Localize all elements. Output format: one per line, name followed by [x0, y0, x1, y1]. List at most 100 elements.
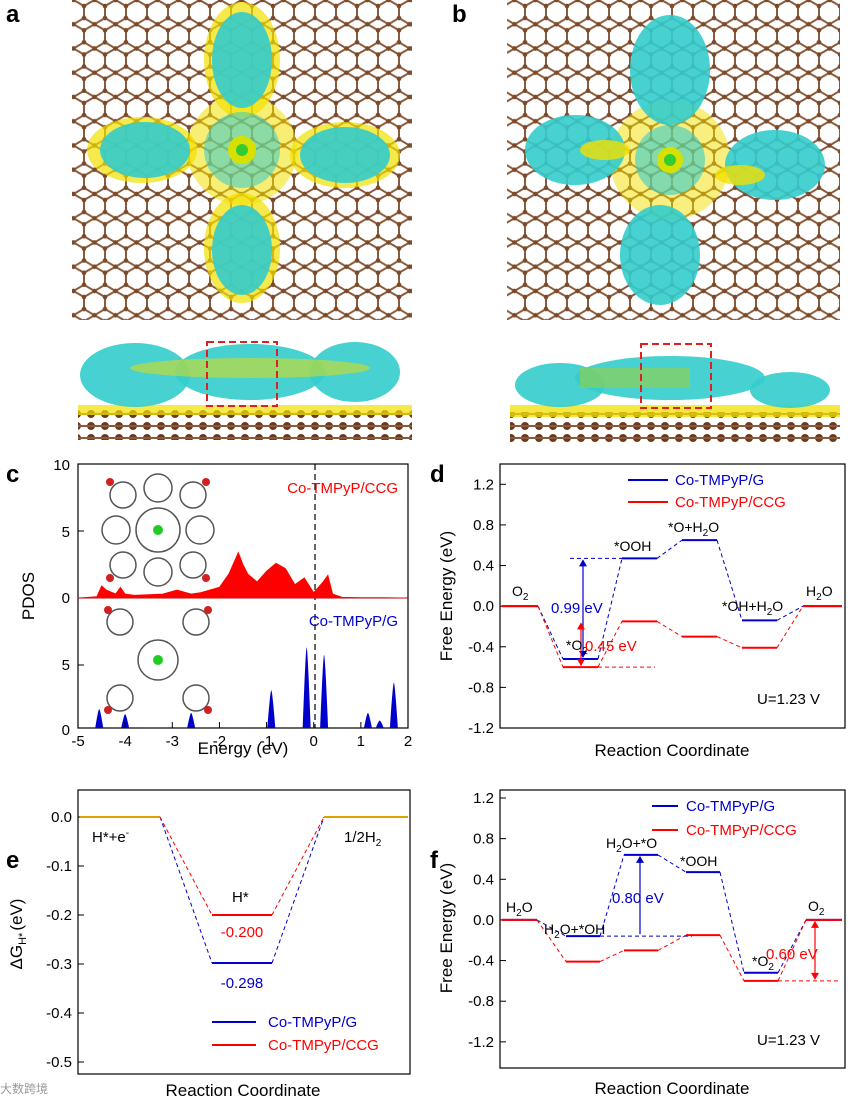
legend-g-d: Co-TMPyP/G	[675, 472, 764, 489]
annotation-099: 0.99 eV	[551, 600, 603, 617]
pdos-g-peak-2	[187, 712, 196, 728]
legend-g-e: Co-TMPyP/G	[268, 1014, 357, 1031]
panel-a: a	[6, 0, 412, 440]
pdos-g-peak-7	[375, 720, 384, 728]
e-ytick-label-5: -0.5	[46, 1054, 72, 1071]
panel-label-b: b	[452, 1, 467, 28]
panel-c: c -5 -4 -3 -2 -1 0 1 2 10 5 0 5 0 PDOS Energy (…	[6, 457, 412, 758]
xtick-label-c-2: -3	[166, 733, 179, 750]
d-ytick-label-1: 0.8	[473, 517, 494, 534]
pdos-ccg-path	[77, 551, 409, 599]
panel-e: e 0.0 -0.1 -0.2 -0.3 -0.4 -0.5 ΔGH*(eV) React…	[6, 789, 411, 1100]
molecule-inset-top	[101, 473, 215, 587]
e-connector-0-1	[271, 816, 325, 964]
xlabel-e: Reaction Coordinate	[166, 1081, 321, 1100]
series-label-g: Co-TMPyP/G	[309, 613, 398, 630]
e-ytick-label-4: -0.4	[46, 1005, 72, 1022]
step-label-h2o-f: H2O	[506, 899, 533, 919]
f-ytick-label-6: -1.2	[468, 1034, 494, 1051]
molecule-side-b	[515, 356, 830, 408]
f-ytick-label-0: 1.2	[473, 790, 494, 807]
pdos-g-peak-8	[389, 682, 398, 728]
value-label-ccg-e: -0.200	[221, 924, 264, 941]
f-ytick-label-1: 0.8	[473, 831, 494, 848]
ytick-c-b5: 5	[62, 657, 70, 674]
f-connector-0-3	[719, 872, 745, 973]
ylabel-d: Free Energy (eV)	[437, 531, 456, 661]
e-ytick-label-3: -0.3	[46, 956, 72, 973]
ytick-c-b0: 0	[62, 722, 70, 739]
f-ytick-label-3: 0.0	[473, 912, 494, 929]
panel-d: d 1.2 0.8 0.4 0.0 -0.4 -0.8 -1.2 Free Energy (…	[430, 461, 846, 760]
step-label-h2oo-f: H2O+*O	[606, 835, 657, 855]
step-label-ooh-d: *OOH	[614, 538, 651, 554]
panel-label-c: c	[6, 461, 19, 488]
d-connector-0-3	[716, 540, 743, 621]
ytick-c-0: 0	[62, 590, 70, 607]
d-ytick-label-0: 1.2	[473, 476, 494, 493]
d-connector-0-1	[597, 558, 623, 660]
step-label-oh2o-d: *O+H2O	[668, 519, 719, 539]
f-connector-1-0	[536, 919, 567, 962]
d-connector-1-2	[656, 620, 683, 638]
molecule-inset-bottom	[104, 606, 212, 714]
pdos-g-peak-4	[302, 647, 311, 728]
f-ytick-label-5: -0.8	[468, 993, 494, 1010]
value-label-g-e: -0.298	[221, 975, 264, 992]
legend-ccg-e: Co-TMPyP/CCG	[268, 1037, 379, 1054]
condition-f: U=1.23 V	[757, 1032, 820, 1049]
f-connector-0-4	[777, 919, 807, 973]
pdos-g-peak-0	[95, 709, 104, 728]
f-connector-0-1	[599, 854, 625, 937]
step-label-ooh-f: *OOH	[680, 853, 717, 869]
d-connector-1-4	[776, 605, 804, 649]
xlabel-d: Reaction Coordinate	[595, 741, 750, 760]
annotation-060: 0.60 eV	[766, 946, 818, 963]
step-label-o2ads-d: *O2	[566, 637, 588, 657]
f-connector-1-1	[599, 949, 625, 963]
d-ytick-label-6: -1.2	[468, 720, 494, 737]
ylabel-c: PDOS	[19, 572, 38, 620]
d-ytick-label-5: -0.8	[468, 679, 494, 696]
d-connector-1-0	[537, 605, 564, 668]
ytick-c-5: 5	[62, 524, 70, 541]
step-label-h2o-d: H2O	[806, 583, 833, 603]
d-ytick-label-2: 0.4	[473, 558, 494, 575]
pdos-g-peak-3	[267, 690, 276, 728]
pdos-g-peak-1	[121, 714, 130, 728]
d-ytick-label-3: 0.0	[473, 598, 494, 615]
panel-label-e: e	[6, 847, 19, 874]
plot-frame-c	[77, 463, 409, 729]
d-connector-1-1	[597, 621, 623, 668]
annotation-080: 0.80 eV	[612, 890, 664, 907]
step-label-o2-f: O2	[808, 898, 825, 918]
energy-levels-f	[502, 853, 842, 982]
d-connector-0-4	[776, 605, 804, 621]
y-ticks-c: 10 5 0 5 0	[53, 457, 84, 739]
molecule-side-a	[80, 342, 400, 407]
xtick-label-c-3: -2	[213, 733, 226, 750]
xlabel-f: Reaction Coordinate	[595, 1079, 750, 1098]
y-ticks-e: 0.0 -0.1 -0.2 -0.3 -0.4 -0.5	[46, 809, 84, 1071]
state-label-end: 1/2H2	[344, 829, 382, 849]
xtick-label-c-6: 1	[357, 733, 365, 750]
f-arrowhead-g	[636, 855, 644, 863]
e-ytick-label-0: 0.0	[51, 809, 72, 826]
highlight-box-a	[206, 341, 278, 407]
panel-label-f: f	[430, 847, 439, 874]
pdos-g-peaks	[95, 647, 398, 728]
ylabel-f: Free Energy (eV)	[437, 863, 456, 993]
pdos-ccg-area	[77, 551, 409, 599]
d-connector-0-0	[537, 605, 564, 660]
series-label-ccg: Co-TMPyP/CCG	[287, 480, 398, 497]
e-ytick-label-2: -0.2	[46, 907, 72, 924]
ytick-c-10: 10	[53, 457, 70, 474]
xtick-label-c-4: -1	[260, 733, 273, 750]
x-ticks-c: -5 -4 -3 -2 -1 0 1 2	[71, 722, 412, 750]
energy-levels-d	[502, 539, 842, 669]
xtick-label-c-0: -5	[71, 733, 84, 750]
f-connector-0-2	[657, 854, 687, 873]
panel-label-a: a	[6, 1, 20, 28]
xtick-label-c-1: -4	[118, 733, 131, 750]
